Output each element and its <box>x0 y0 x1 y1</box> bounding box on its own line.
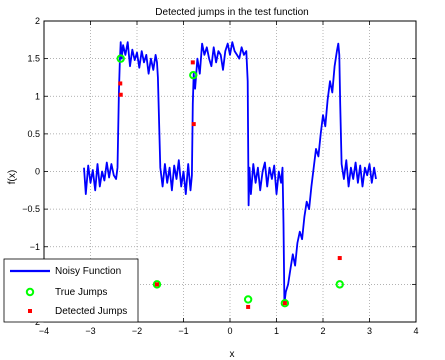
x-tick-label: −3 <box>85 326 95 336</box>
y-tick-label: −0.5 <box>22 204 40 214</box>
detected-jump-marker <box>246 304 251 309</box>
x-tick-label: −4 <box>39 326 49 336</box>
legend-swatch-true-jumps <box>25 287 35 297</box>
y-tick-label: 1.5 <box>27 54 40 64</box>
detected-jump-marker <box>190 60 195 65</box>
true-jump-marker <box>243 295 253 304</box>
y-axis-label: f(x) <box>7 170 18 184</box>
legend-label-detected-jumps: Detected Jumps <box>55 306 127 317</box>
detected-jump-marker <box>191 122 196 127</box>
x-tick-label: 1 <box>274 326 279 336</box>
x-tick-label: 2 <box>320 326 325 336</box>
true-jump-marker <box>189 70 198 80</box>
legend: Noisy Function True Jumps Detected Jumps <box>3 258 139 323</box>
y-tick-label: 0.5 <box>27 129 40 139</box>
x-tick-label: 0 <box>227 326 232 336</box>
true-jump-marker <box>280 298 290 308</box>
detected-jump-marker <box>118 81 123 86</box>
detected-jump-marker <box>118 92 123 97</box>
legend-swatch-detected-jumps <box>28 309 32 313</box>
legend-label-true-jumps: True Jumps <box>55 287 107 298</box>
legend-label-noisy-function: Noisy Function <box>55 266 121 277</box>
detected-jump-marker <box>337 256 342 261</box>
true-jump-marker <box>152 280 162 289</box>
y-tick-label: −1 <box>30 242 40 252</box>
x-tick-label: −1 <box>178 326 188 336</box>
x-tick-label: 4 <box>413 326 418 336</box>
x-tick-label: −2 <box>132 326 142 336</box>
noisy-function-line <box>83 41 377 305</box>
true-jump-marker <box>116 54 125 63</box>
true-jump-marker <box>335 280 344 289</box>
detected-jump-marker <box>282 301 287 306</box>
y-tick-label: 1 <box>35 91 40 101</box>
detected-jump-marker <box>154 282 159 287</box>
x-tick-label: 3 <box>367 326 372 336</box>
plot-area <box>83 41 377 309</box>
y-tick-label: 2 <box>35 16 40 26</box>
chart-title: Detected jumps in the test function <box>155 7 308 18</box>
y-tick-label: 0 <box>35 167 40 177</box>
x-axis-label: x <box>230 349 235 360</box>
